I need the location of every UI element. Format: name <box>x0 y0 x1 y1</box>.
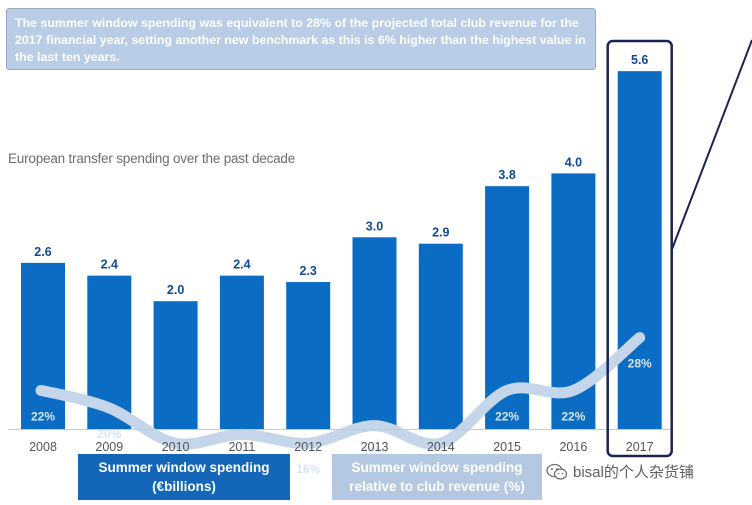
bar-value-label-2009: 2.4 <box>101 258 118 272</box>
x-tick-label-2013: 2013 <box>361 440 389 454</box>
x-tick-label-2009: 2009 <box>95 440 123 454</box>
x-tick-label-2011: 2011 <box>228 440 255 454</box>
legend-bar-line2: (€billions) <box>152 479 216 494</box>
line-value-label-2009: 20% <box>97 427 121 441</box>
legend-line-line1: Summer window spending <box>351 460 523 475</box>
bar-2010 <box>153 301 198 429</box>
line-value-label-2016: 22% <box>561 409 585 423</box>
line-value-label-2015: 22% <box>495 409 519 423</box>
bar-value-label-2015: 3.8 <box>498 168 515 182</box>
x-tick-label-2014: 2014 <box>427 440 455 454</box>
bar-value-label-2010: 2.0 <box>167 283 184 297</box>
bar-2008 <box>21 262 65 429</box>
bar-value-label-2016: 4.0 <box>565 155 582 169</box>
line-value-label-2012: 16% <box>296 462 320 476</box>
legend-line-line2: relative to club revenue (%) <box>349 479 525 494</box>
bar-value-label-2012: 2.3 <box>300 264 317 278</box>
bar-2011 <box>219 275 264 429</box>
x-tick-label-2017: 2017 <box>626 440 654 454</box>
callout-pointer-line <box>670 39 752 251</box>
bar-value-label-2014: 2.9 <box>432 226 449 240</box>
legend-bar-line1: Summer window spending <box>98 460 270 475</box>
summary-callout: The summer window spending was equivalen… <box>6 8 596 70</box>
line-value-label-2008: 22% <box>31 409 55 423</box>
line-series-relative <box>35 332 646 450</box>
bar-value-label-2011: 2.4 <box>233 258 250 272</box>
bar-value-label-2008: 2.6 <box>34 245 51 259</box>
bar-2012 <box>286 282 331 429</box>
wechat-icon <box>546 463 568 480</box>
line-value-label-2017: 28% <box>628 357 652 371</box>
bar-2013 <box>352 237 397 429</box>
legend-line-relative: Summer window spending relative to club … <box>332 454 542 500</box>
x-tick-label-2015: 2015 <box>493 440 521 454</box>
x-tick-label-2012: 2012 <box>294 440 322 454</box>
watermark: bisal的个人杂货铺 <box>546 461 694 482</box>
bar-2017 <box>617 71 662 429</box>
legend-bar-spending: Summer window spending (€billions) <box>78 454 290 500</box>
bar-2014 <box>418 243 463 429</box>
x-tick-label-2010: 2010 <box>162 440 190 454</box>
bar-value-label-2017: 5.6 <box>631 53 648 67</box>
bar-value-label-2013: 3.0 <box>366 219 383 233</box>
chart-subtitle: European transfer spending over the past… <box>8 151 296 166</box>
x-tick-label-2016: 2016 <box>559 440 587 454</box>
x-tick-label-2008: 2008 <box>29 440 57 454</box>
watermark-text: bisal的个人杂货铺 <box>573 464 694 481</box>
